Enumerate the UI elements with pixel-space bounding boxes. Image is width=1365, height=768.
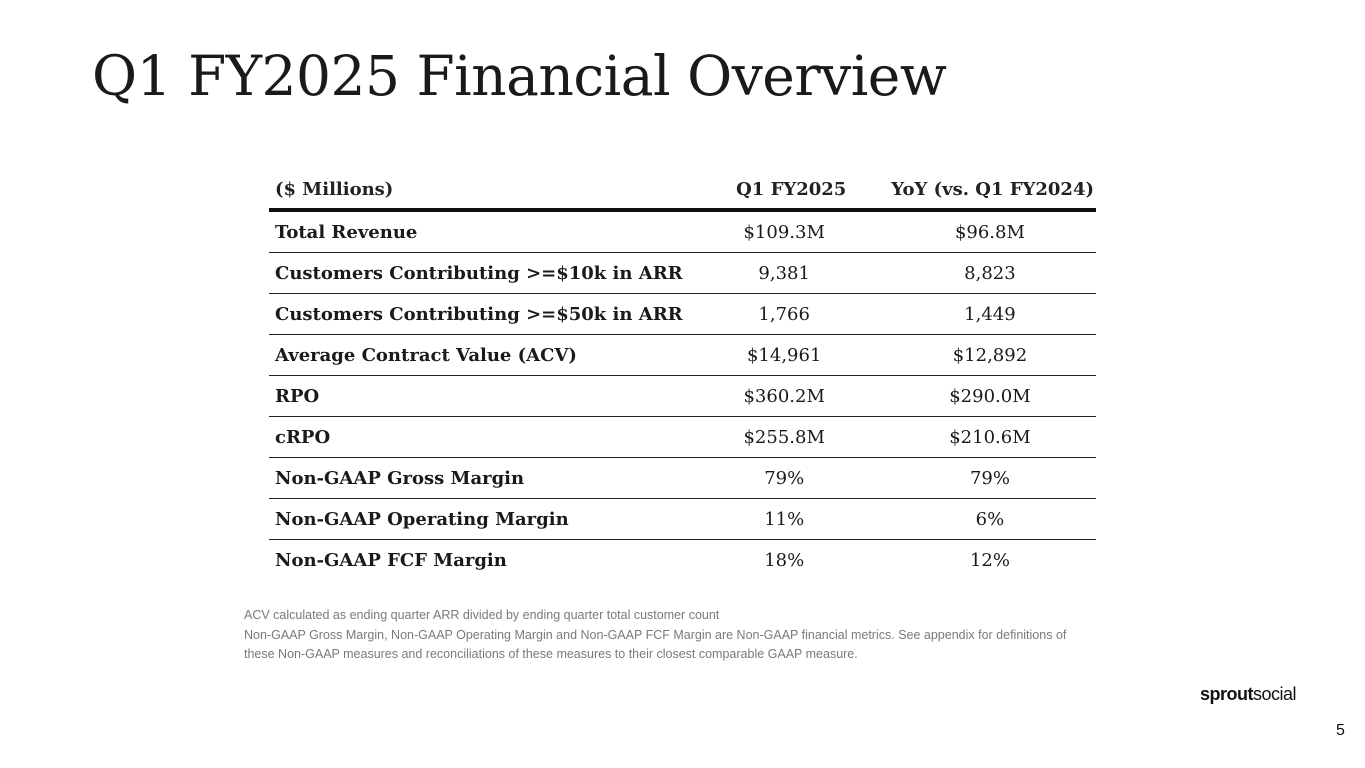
sprout-social-logo: sproutsocial xyxy=(1200,684,1297,705)
row-q1-value: 18% xyxy=(764,549,805,571)
row-yoy-value: 79% xyxy=(883,457,1096,499)
table-header-row: ($ Millions) Q1 FY2025 YoY (vs. Q1 FY202… xyxy=(269,170,1096,212)
row-label: Non-GAAP Gross Margin xyxy=(269,457,685,499)
row-yoy-value: 1,449 xyxy=(883,293,1096,335)
row-yoy-value: 8,823 xyxy=(883,252,1096,294)
row-label: Customers Contributing >=$50k in ARR xyxy=(269,293,685,335)
row-yoy-value: 6% xyxy=(883,498,1096,540)
column-header-yoy: YoY (vs. Q1 FY2024) xyxy=(883,170,1096,212)
row-yoy-value: $210.6M xyxy=(883,416,1096,458)
page-number: 5 xyxy=(1336,722,1345,739)
row-label: Total Revenue xyxy=(269,210,685,253)
table-row: Average Contract Value (ACV) $14,961 $12… xyxy=(269,334,1096,376)
row-label: Non-GAAP Operating Margin xyxy=(269,498,685,540)
row-q1-value: 11% xyxy=(684,498,884,540)
table-row: Non-GAAP Operating Margin 11% 6% xyxy=(269,498,1096,540)
table-row: Non-GAAP FCF Margin 18% 12% xyxy=(269,540,1096,581)
row-q1-value: 9,381 xyxy=(684,252,884,294)
footnote-non-gaap-line2: these Non-GAAP measures and reconciliati… xyxy=(244,647,858,661)
financial-table: ($ Millions) Q1 FY2025 YoY (vs. Q1 FY202… xyxy=(269,170,1096,580)
row-q1-value: $109.3M xyxy=(684,210,884,253)
table-row: Customers Contributing >=$10k in ARR 9,3… xyxy=(269,252,1096,294)
row-label: RPO xyxy=(269,375,685,417)
row-q1-value: $14,961 xyxy=(684,334,884,376)
row-yoy-value: $96.8M xyxy=(883,210,1096,253)
footnote-acv: ACV calculated as ending quarter ARR div… xyxy=(244,608,720,622)
row-q1-value: 79% xyxy=(684,457,884,499)
row-q1-value: 1,766 xyxy=(684,293,884,335)
row-yoy-value: 12% xyxy=(969,549,1010,571)
column-header-label: ($ Millions) xyxy=(269,170,685,212)
row-q1-value: $255.8M xyxy=(684,416,884,458)
slide-title: Q1 FY2025 Financial Overview xyxy=(92,44,947,108)
logo-word-social: social xyxy=(1253,684,1297,704)
table-row: RPO $360.2M $290.0M xyxy=(269,375,1096,417)
footnote-non-gaap-line1: Non-GAAP Gross Margin, Non-GAAP Operatin… xyxy=(244,627,1067,642)
row-label: Customers Contributing >=$10k in ARR xyxy=(269,252,685,294)
column-header-q1-fy2025: Q1 FY2025 xyxy=(684,170,884,212)
row-yoy-value: $290.0M xyxy=(883,375,1096,417)
row-label: cRPO xyxy=(269,416,685,458)
row-yoy-value: $12,892 xyxy=(883,334,1096,376)
table-row: Non-GAAP Gross Margin 79% 79% xyxy=(269,457,1096,499)
table-row: Total Revenue $109.3M $96.8M xyxy=(269,210,1096,253)
footnotes: ACV calculated as ending quarter ARR div… xyxy=(244,606,1114,665)
row-label: Non-GAAP FCF Margin xyxy=(275,549,507,571)
row-q1-value: $360.2M xyxy=(684,375,884,417)
table-row: Customers Contributing >=$50k in ARR 1,7… xyxy=(269,293,1096,335)
row-label: Average Contract Value (ACV) xyxy=(269,334,685,376)
logo-word-sprout: sprout xyxy=(1200,684,1254,704)
table-row: cRPO $255.8M $210.6M xyxy=(269,416,1096,458)
